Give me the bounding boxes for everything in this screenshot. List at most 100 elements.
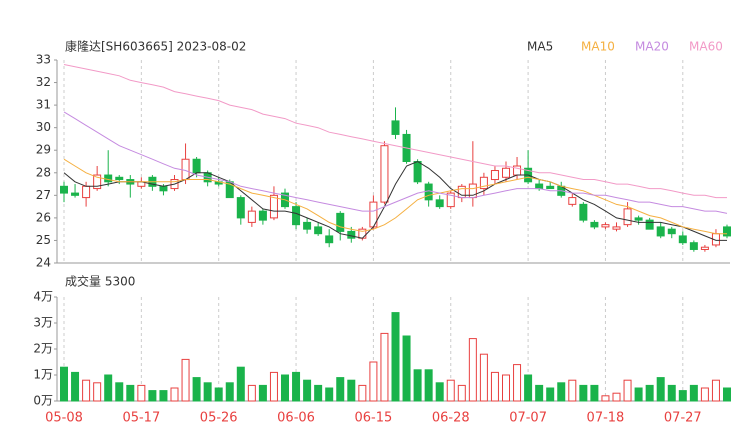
candle-body bbox=[115, 176, 124, 181]
volume-bar bbox=[104, 374, 113, 402]
volume-bar bbox=[513, 364, 522, 402]
volume-bar bbox=[678, 390, 687, 402]
candle-body bbox=[645, 219, 654, 230]
volume-bar bbox=[502, 374, 510, 402]
volume-tick-label: 3万 bbox=[33, 316, 53, 330]
volume-bar bbox=[325, 387, 334, 402]
candle-body bbox=[347, 230, 356, 239]
candle-body bbox=[314, 226, 323, 235]
volume-bar bbox=[380, 332, 389, 402]
candle-body bbox=[623, 208, 632, 226]
ma-line bbox=[63, 64, 727, 199]
candle-body bbox=[612, 226, 621, 230]
volume-bar bbox=[358, 384, 367, 402]
ma-line bbox=[63, 160, 727, 241]
candle-body bbox=[700, 246, 709, 250]
x-tick-label: 06-28 bbox=[432, 411, 470, 426]
x-tick-label: 05-17 bbox=[122, 411, 160, 426]
y-tick-label: 28 bbox=[36, 165, 51, 179]
volume-bar bbox=[225, 382, 234, 402]
volume-tick-label: 0万 bbox=[33, 394, 53, 408]
volume-bar bbox=[711, 379, 720, 402]
y-tick-label: 30 bbox=[36, 120, 51, 134]
volume-bar bbox=[623, 379, 632, 402]
volume-bar bbox=[192, 377, 201, 402]
volume-bar bbox=[314, 384, 323, 402]
y-tick-label: 32 bbox=[36, 75, 51, 89]
volume-bar bbox=[667, 384, 676, 402]
volume-bar bbox=[612, 392, 621, 402]
volume-bar bbox=[424, 369, 433, 402]
volume-bar bbox=[413, 369, 422, 402]
candle-body bbox=[446, 192, 455, 208]
volume-bar bbox=[435, 382, 444, 402]
candle-body bbox=[579, 203, 588, 221]
volume-title: 成交量 5300 bbox=[65, 274, 135, 289]
candle-body bbox=[490, 170, 499, 181]
volume-bar bbox=[402, 335, 411, 402]
volume-bar bbox=[645, 384, 654, 402]
candle-body bbox=[689, 242, 698, 250]
volume-bar bbox=[137, 384, 146, 402]
volume-bar bbox=[524, 374, 533, 402]
legend-entry: MA60 bbox=[689, 40, 723, 54]
candle-body bbox=[435, 199, 444, 208]
x-tick-label: 06-15 bbox=[355, 411, 393, 426]
x-tick-label: 07-18 bbox=[587, 411, 625, 426]
volume-bar bbox=[568, 379, 577, 402]
candle-body bbox=[93, 174, 102, 190]
volume-bar bbox=[82, 379, 91, 402]
volume-tick-label: 4万 bbox=[33, 290, 53, 304]
volume-bar bbox=[181, 358, 190, 402]
candle-body bbox=[258, 210, 267, 221]
volume-bar bbox=[656, 377, 665, 402]
volume-bar bbox=[269, 371, 278, 402]
legend-entry: MA5 bbox=[527, 40, 553, 54]
volume-bar bbox=[590, 384, 599, 402]
candle-body bbox=[413, 161, 422, 183]
volume-bar bbox=[236, 366, 245, 402]
y-tick-label: 27 bbox=[36, 188, 51, 202]
volume-bar bbox=[281, 374, 289, 402]
candle-body bbox=[60, 185, 68, 194]
legend-entry: MA20 bbox=[635, 40, 669, 54]
candle-body bbox=[192, 158, 201, 174]
y-tick-label: 31 bbox=[36, 98, 51, 112]
volume-bar bbox=[546, 387, 555, 402]
x-tick-label: 07-27 bbox=[664, 411, 702, 426]
candle-body bbox=[82, 185, 91, 199]
volume-bar bbox=[170, 387, 179, 402]
volume-bar bbox=[292, 371, 301, 402]
y-tick-label: 25 bbox=[36, 233, 51, 247]
volume-bar bbox=[203, 382, 212, 402]
volume-bar bbox=[126, 384, 135, 402]
volume-bar bbox=[369, 361, 378, 402]
ma-line bbox=[63, 111, 728, 214]
legend-entry: MA10 bbox=[581, 40, 615, 54]
candle-body bbox=[601, 224, 610, 228]
volume-bar bbox=[689, 384, 698, 402]
ma-line bbox=[63, 158, 727, 235]
candle-body bbox=[336, 212, 345, 232]
candle-body bbox=[634, 217, 643, 221]
volume-bar bbox=[115, 382, 124, 402]
volume-bar bbox=[159, 390, 168, 402]
candle-body bbox=[292, 206, 301, 226]
candle-body bbox=[236, 197, 245, 219]
candle-body bbox=[568, 197, 577, 205]
volume-bar bbox=[535, 384, 544, 402]
candle-body bbox=[502, 167, 510, 178]
candle-body bbox=[269, 194, 278, 219]
volume-bar bbox=[60, 366, 68, 402]
volume-bar bbox=[446, 379, 455, 402]
volume-bar bbox=[336, 377, 345, 402]
volume-bar bbox=[700, 387, 709, 402]
candle-body bbox=[159, 185, 168, 192]
x-tick-label: 05-26 bbox=[200, 411, 238, 426]
volume-tick-label: 2万 bbox=[33, 342, 53, 356]
chart-title: 康隆达[SH603665] 2023-08-02 bbox=[65, 39, 246, 54]
y-tick-label: 29 bbox=[36, 143, 51, 157]
volume-bar bbox=[557, 382, 566, 402]
candle-body bbox=[71, 192, 80, 196]
